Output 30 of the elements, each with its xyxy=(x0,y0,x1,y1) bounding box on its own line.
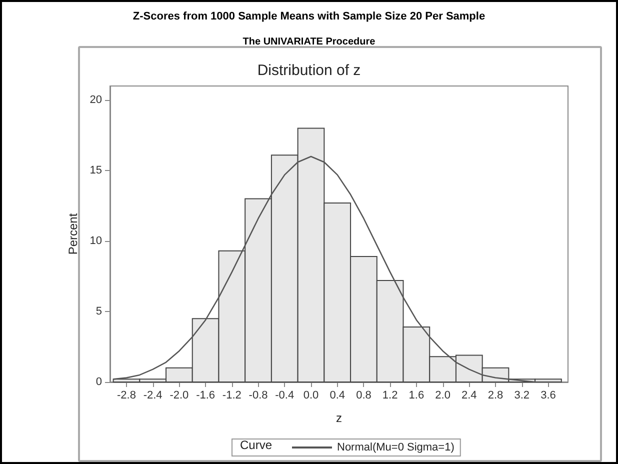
x-tick-label: 2.4 xyxy=(462,390,477,402)
x-tick-label: 2.8 xyxy=(488,390,504,402)
x-tick-label: -0.4 xyxy=(275,390,294,402)
y-tick-label: 5 xyxy=(96,306,102,318)
chart-subtitle: The UNIVARIATE Procedure xyxy=(242,36,376,48)
x-tick-label: 2.0 xyxy=(435,390,450,402)
x-tick-label: -2.8 xyxy=(116,390,136,402)
y-tick-label: 0 xyxy=(96,376,102,388)
x-tick-label: -0.8 xyxy=(248,390,268,402)
x-tick-label: -2.0 xyxy=(170,390,189,402)
line-series xyxy=(112,156,562,383)
x-tick-label: 3.6 xyxy=(540,390,556,402)
x-tick-label: -2.4 xyxy=(143,390,162,402)
chart-title: Z-Scores from 1000 Sample Means with Sample Size 20 Per Sample xyxy=(132,10,486,22)
x-tick-label: 0.8 xyxy=(356,390,372,402)
y-axis-title: Percent xyxy=(66,212,80,255)
x-axis-title: z xyxy=(336,411,342,425)
y-tick-label: 10 xyxy=(90,235,102,248)
x-tick-label: 1.2 xyxy=(382,390,398,402)
y-tick-label: 15 xyxy=(90,164,102,177)
x-tick-label: 3.2 xyxy=(514,390,530,402)
x-tick-label: 0.0 xyxy=(303,390,319,402)
x-tick-label: -1.2 xyxy=(222,390,242,402)
x-tick-label: 1.6 xyxy=(408,390,424,402)
legend-title: Curve xyxy=(240,438,272,452)
x-tick-label: -1.6 xyxy=(196,390,216,402)
legend-label: Normal(Mu=0 Sigma=1) xyxy=(337,442,454,454)
y-tick-label: 20 xyxy=(90,94,102,106)
x-tick-label: 0.4 xyxy=(330,390,345,402)
text: Distribution of z xyxy=(257,62,361,79)
